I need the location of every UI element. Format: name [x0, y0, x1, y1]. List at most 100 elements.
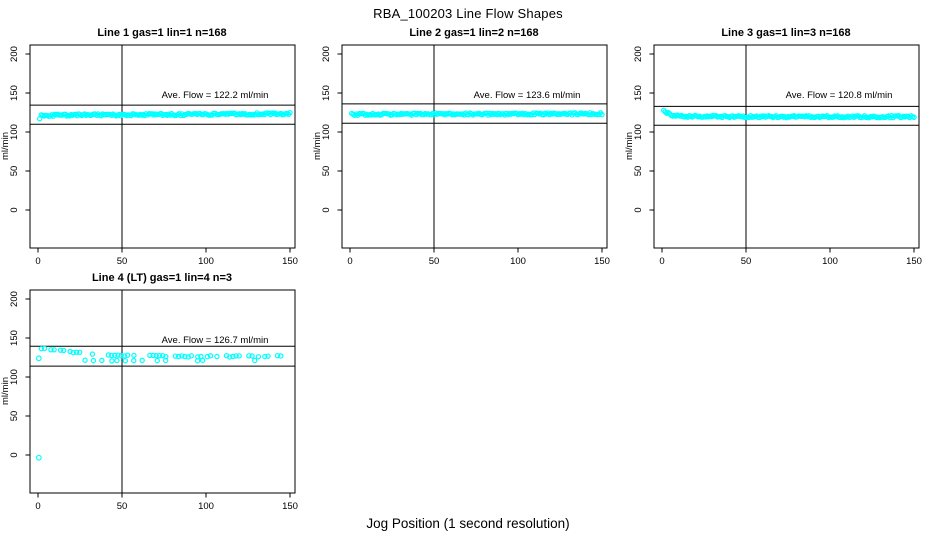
data-point-outlier [35, 454, 42, 461]
data-point [159, 352, 166, 359]
subplot-title: Line 1 gas=1 lin=1 n=168 [97, 27, 226, 39]
y-tick-label: 100 [321, 124, 332, 140]
data-point-dip [139, 357, 145, 364]
x-tick-label: 0 [35, 256, 40, 267]
panel-line-1: Line 1 gas=1 lin=1 n=168 0 50 100 150 200 ml/m… [0, 25, 312, 270]
y-tick-label: 150 [321, 85, 332, 101]
data-point-dip [252, 357, 258, 364]
data-point [61, 347, 67, 354]
x-tick-label: 50 [117, 256, 128, 267]
x-tick-label: 100 [198, 256, 214, 267]
y-tick-label: 150 [633, 85, 644, 101]
data-points [660, 107, 917, 121]
data-point [124, 352, 131, 358]
x-axis: 0 50 100 150 [35, 493, 298, 512]
plot-frame [341, 44, 608, 249]
y-tick-label: 150 [9, 330, 20, 346]
data-point [108, 352, 115, 359]
x-axis: 0 50 100 150 [347, 248, 610, 267]
data-point [179, 353, 185, 359]
data-point-outlier [35, 355, 42, 362]
subplot-title: Line 3 gas=1 lin=3 n=168 [721, 27, 850, 39]
y-tick-label: 100 [9, 124, 20, 140]
data-point [121, 353, 128, 359]
data-point-dip [90, 357, 97, 364]
data-point [118, 353, 124, 359]
y-axis-label: ml/min [312, 132, 323, 160]
data-point [73, 349, 80, 356]
data-points [36, 109, 293, 122]
data-point-dip [154, 357, 160, 364]
data-points [348, 110, 605, 119]
y-tick-label: 100 [633, 124, 644, 140]
data-point [182, 353, 188, 360]
data-points [35, 345, 284, 461]
data-point-dip [114, 357, 120, 364]
data-point [214, 353, 220, 360]
y-axis: 0 50 100 150 200 ml/min [0, 291, 30, 458]
data-point [67, 348, 73, 355]
data-point [153, 352, 159, 359]
data-point [226, 354, 233, 360]
y-tick-label: 200 [321, 46, 332, 62]
data-point [150, 352, 156, 359]
x-tick-label: 50 [429, 256, 440, 267]
reference-lines [30, 45, 295, 248]
data-point [287, 109, 293, 116]
data-point-dip [82, 357, 88, 363]
y-tick-label: 100 [9, 369, 20, 385]
y-tick-label: 200 [9, 46, 20, 62]
data-point [204, 353, 211, 360]
x-tick-label: 50 [741, 256, 752, 267]
data-point [911, 114, 917, 121]
plot-frame [29, 44, 296, 249]
data-point [48, 347, 54, 353]
data-point [112, 352, 118, 359]
data-point-dip [199, 357, 206, 364]
data-point [57, 347, 64, 353]
plot-svg-4: Line 4 (LT) gas=1 lin=4 n=3 0 50 100 150 200 m… [0, 272, 298, 512]
x-tick-label: 50 [117, 501, 128, 512]
x-tick-label: 150 [906, 256, 922, 267]
plot-frame [653, 44, 920, 249]
main-title: RBA_100203 Line Flow Shapes [373, 6, 563, 21]
data-point [255, 354, 262, 360]
data-point [236, 353, 242, 359]
y-tick-label: 50 [9, 411, 20, 422]
data-point [278, 353, 284, 359]
data-point [230, 353, 236, 360]
data-point-dip [131, 357, 137, 364]
panel-line-4: Line 4 (LT) gas=1 lin=4 n=3 0 50 100 150 200 m… [0, 270, 312, 515]
x-tick-label: 100 [198, 501, 214, 512]
y-tick-label: 150 [9, 85, 20, 101]
data-point [105, 352, 112, 358]
data-point-dip [194, 358, 201, 364]
ave-flow-label: Ave. Flow = 123.6 ml/min [474, 90, 581, 101]
data-point [156, 352, 163, 359]
data-point [246, 353, 252, 359]
x-tick-label: 100 [510, 256, 526, 267]
data-point-dip [109, 358, 115, 364]
y-tick-label: 200 [9, 291, 20, 307]
x-tick-label: 0 [35, 501, 40, 512]
y-axis: 0 50 100 150 200 ml/min [312, 46, 342, 213]
y-tick-label: 0 [633, 207, 644, 212]
data-point [147, 352, 153, 359]
data-point [131, 352, 137, 359]
y-tick-label: 200 [633, 46, 644, 62]
ave-flow-label: Ave. Flow = 126.7 ml/min [162, 335, 269, 346]
x-tick-label: 150 [282, 501, 298, 512]
x-axis: 0 50 100 150 [35, 248, 298, 267]
data-point [89, 351, 96, 357]
subplot-title: Line 4 (LT) gas=1 lin=4 n=3 [92, 272, 232, 284]
y-tick-label: 50 [9, 166, 20, 177]
y-axis-label: ml/min [0, 132, 11, 160]
y-axis-label: ml/min [624, 132, 635, 160]
subplot-title: Line 2 gas=1 lin=2 n=168 [409, 27, 538, 39]
reference-lines [342, 45, 607, 248]
plot-svg-2: Line 2 gas=1 lin=2 n=168 0 50 100 150 200 ml/m… [312, 27, 610, 267]
y-axis-label: ml/min [0, 377, 11, 405]
reference-lines [654, 45, 919, 248]
x-axis-title: Jog Position (1 second resolution) [366, 516, 570, 531]
data-point [51, 347, 57, 353]
